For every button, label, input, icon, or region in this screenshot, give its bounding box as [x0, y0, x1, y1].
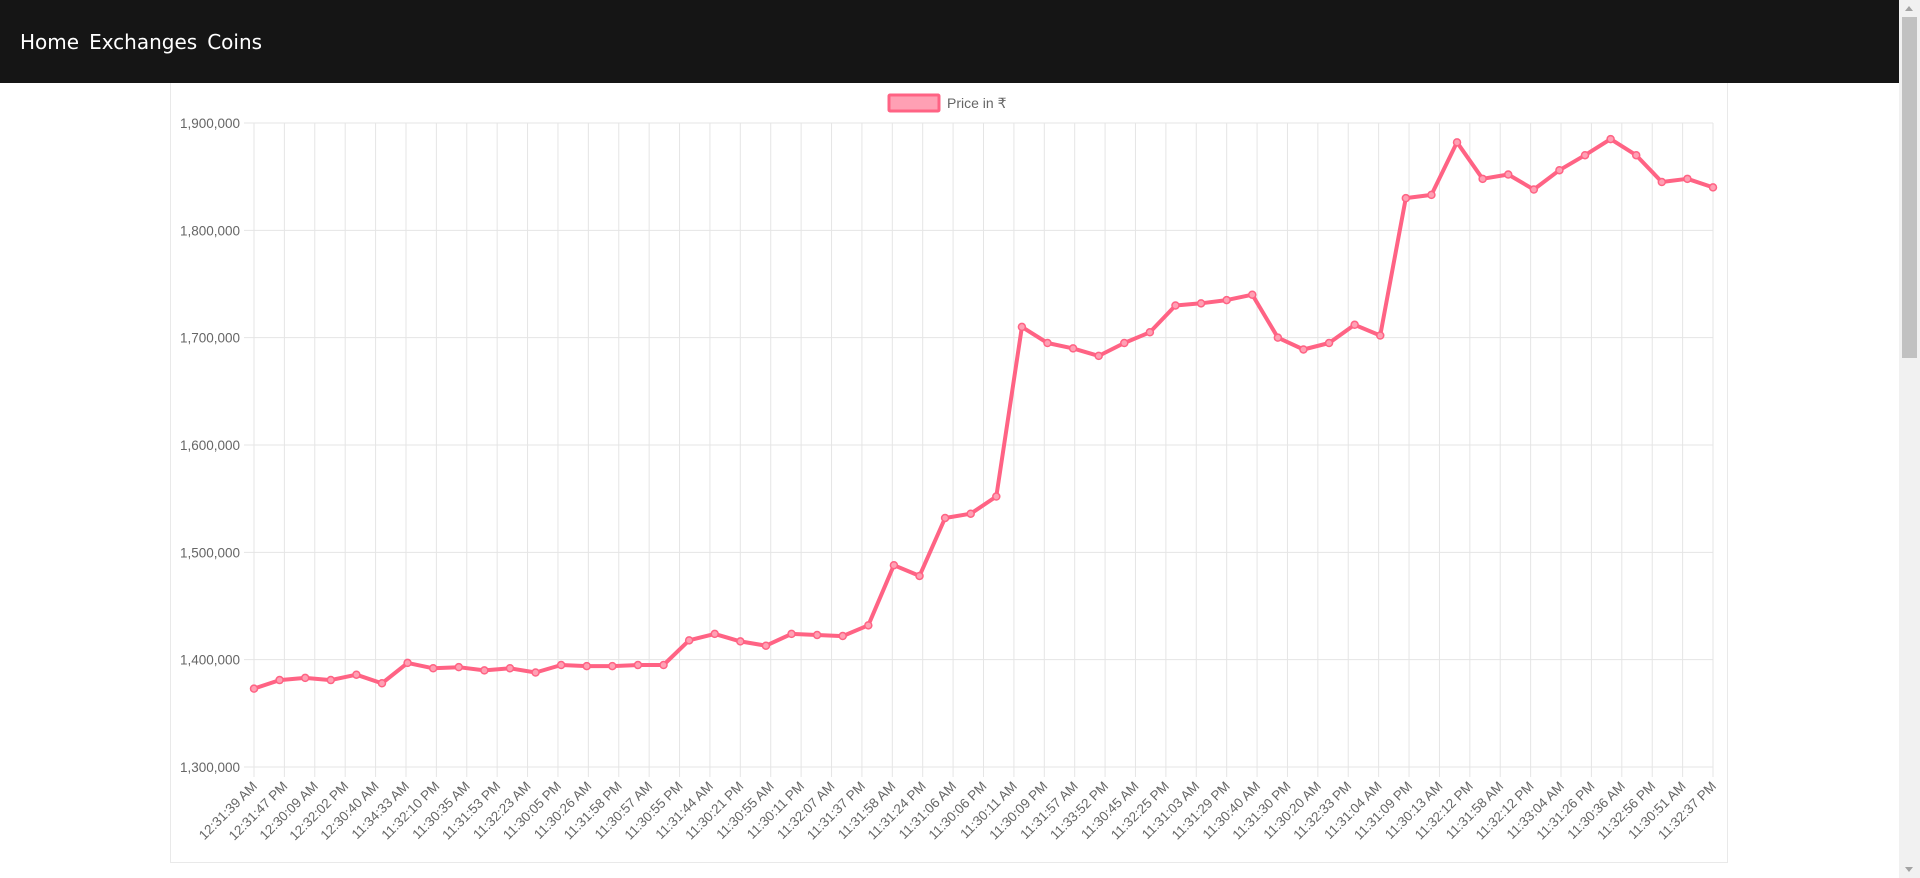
scroll-down-arrow-icon[interactable] [1905, 867, 1913, 872]
y-tick-label: 1,400,000 [180, 653, 240, 668]
data-point[interactable] [992, 492, 1001, 501]
data-point[interactable] [966, 509, 975, 518]
data-point[interactable] [1324, 338, 1334, 348]
data-point[interactable] [1503, 170, 1513, 179]
data-point[interactable] [1120, 338, 1129, 348]
data-point[interactable] [1145, 328, 1155, 337]
data-point[interactable] [838, 631, 847, 641]
legend-swatch[interactable] [887, 93, 941, 113]
data-point[interactable] [889, 560, 899, 570]
data-point[interactable] [1248, 290, 1257, 299]
legend[interactable]: Price in ₹ [887, 93, 1007, 113]
data-point[interactable] [633, 660, 643, 670]
data-point[interactable] [864, 621, 873, 630]
data-point[interactable] [940, 513, 950, 523]
data-point[interactable] [249, 684, 259, 693]
legend-label[interactable]: Price in ₹ [947, 95, 1007, 111]
y-tick-label: 1,500,000 [180, 545, 240, 560]
y-tick-label: 1,800,000 [180, 223, 240, 238]
data-point[interactable] [1683, 174, 1692, 184]
data-point[interactable] [1196, 299, 1206, 308]
data-point[interactable] [1452, 138, 1462, 147]
data-point[interactable] [1222, 295, 1231, 305]
data-point[interactable] [556, 660, 566, 670]
data-point[interactable] [1068, 344, 1078, 353]
data-point[interactable] [608, 661, 617, 671]
nav-home-link[interactable]: Home [20, 29, 80, 54]
data-point[interactable] [659, 660, 668, 670]
data-point[interactable] [1657, 177, 1667, 187]
data-point[interactable] [300, 673, 310, 683]
data-point[interactable] [531, 668, 540, 677]
data-point[interactable] [275, 675, 284, 685]
data-point[interactable] [1375, 331, 1385, 340]
data-point[interactable] [1401, 193, 1411, 203]
data-point[interactable] [377, 679, 387, 688]
data-point[interactable] [787, 629, 796, 639]
data-point[interactable] [1017, 322, 1027, 332]
data-point[interactable] [352, 670, 361, 679]
data-point[interactable] [1555, 165, 1564, 175]
price-series-line [253, 137, 1714, 691]
data-point[interactable] [326, 675, 336, 685]
data-point[interactable] [1350, 320, 1359, 330]
data-point[interactable] [1708, 183, 1718, 192]
data-point[interactable] [736, 637, 745, 646]
y-axis: 1,900,000 1,800,000 1,700,000 1,600,000 1,50… [180, 116, 240, 775]
data-point[interactable] [1273, 333, 1283, 342]
nav-exchanges-link[interactable]: Exchanges [89, 29, 198, 54]
nav-coins-link[interactable]: Coins [207, 29, 263, 54]
y-tick-label: 1,300,000 [180, 760, 240, 775]
data-point[interactable] [454, 662, 464, 672]
scroll-up-arrow-icon[interactable] [1905, 6, 1913, 11]
data-point[interactable] [1043, 338, 1052, 348]
data-point[interactable] [1094, 351, 1103, 361]
data-point[interactable] [1299, 345, 1308, 354]
data-point[interactable] [761, 641, 771, 650]
data-point[interactable] [1580, 150, 1590, 160]
data-point[interactable] [684, 636, 694, 645]
scroll-thumb[interactable] [1902, 17, 1917, 358]
data-point[interactable] [915, 571, 924, 581]
data-point[interactable] [1427, 190, 1436, 200]
top-navbar: Home Exchanges Coins [0, 0, 1899, 83]
y-tick-label: 1,900,000 [180, 116, 240, 131]
y-tick-label: 1,700,000 [180, 331, 240, 346]
grid-lines [244, 122, 1714, 777]
data-point[interactable] [1478, 174, 1487, 184]
data-point[interactable] [480, 666, 489, 675]
data-point[interactable] [812, 630, 822, 640]
data-point[interactable] [403, 658, 412, 668]
data-point[interactable] [1631, 150, 1641, 160]
series-price [249, 134, 1718, 693]
data-point[interactable] [1529, 185, 1539, 194]
data-point[interactable] [710, 629, 719, 639]
nav-links: Home Exchanges Coins [20, 30, 262, 54]
data-point[interactable] [505, 664, 515, 673]
chart-container [170, 83, 1728, 863]
data-point[interactable] [582, 661, 592, 671]
data-point[interactable] [1606, 134, 1615, 144]
y-tick-label: 1,600,000 [180, 438, 240, 453]
data-point[interactable] [1171, 301, 1180, 310]
data-point[interactable] [428, 664, 438, 673]
page-scrollbar[interactable] [1899, 0, 1920, 878]
